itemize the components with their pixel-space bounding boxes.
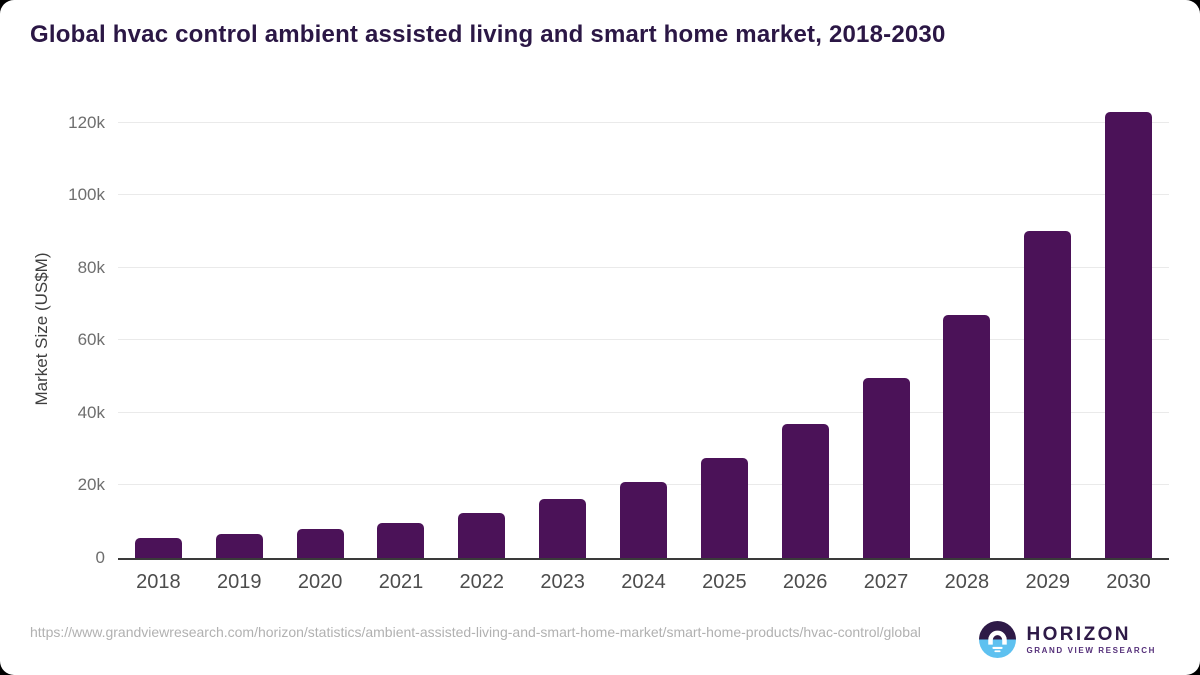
y-tick-label: 20k <box>77 475 105 495</box>
bar-2022[interactable] <box>458 513 506 558</box>
y-tick-label: 40k <box>77 402 105 422</box>
bar-2021[interactable] <box>377 523 425 558</box>
x-tick-label-2024: 2024 <box>621 571 666 593</box>
x-tick-label-2026: 2026 <box>782 571 828 593</box>
y-tick-label: 120k <box>68 112 105 132</box>
x-tick-label-2022: 2022 <box>459 571 505 593</box>
bar-2026[interactable] <box>781 423 829 558</box>
bar-2024[interactable] <box>619 481 667 558</box>
plot-area: 2018 2019 2020 2021 2022 2023 2024 2025 2026 2027… <box>68 100 1169 593</box>
gridline <box>118 266 1169 268</box>
x-tick-label-2020: 2020 <box>297 571 343 593</box>
gridline <box>118 121 1169 123</box>
horizon-sunrise-circle-icon <box>979 621 1017 658</box>
y-tick-label: 0 <box>95 548 105 567</box>
y-axis-title: Market Size (US$M) <box>32 252 51 406</box>
brand-text: HORIZON GRAND VIEW RESEARCH <box>1026 623 1156 655</box>
x-axis-labels: 2018 2019 2020 2021 2022 2023 2024 2025 2026 2027… <box>118 571 1169 594</box>
gridline <box>118 411 1169 413</box>
chart-title: Global hvac control ambient assisted liv… <box>30 21 946 48</box>
y-tick-label: 60k <box>77 330 105 350</box>
x-tick-label-2029: 2029 <box>1025 571 1070 593</box>
x-tick-label-2019: 2019 <box>217 571 262 593</box>
bar-2025[interactable] <box>700 458 748 558</box>
x-tick-label-2023: 2023 <box>540 571 585 593</box>
bar-2030[interactable] <box>1105 111 1153 558</box>
bars <box>118 100 1169 558</box>
bar-2023[interactable] <box>539 499 587 558</box>
bar-2027[interactable] <box>862 378 910 558</box>
x-tick-label-2027: 2027 <box>863 571 909 593</box>
brand-name: HORIZON <box>1026 623 1131 645</box>
x-tick-label-2030: 2030 <box>1106 571 1151 593</box>
brand-logo: HORIZON GRAND VIEW RESEARCH <box>979 621 1156 658</box>
brand-tagline: GRAND VIEW RESEARCH <box>1026 645 1156 655</box>
bar-2029[interactable] <box>1024 230 1072 558</box>
gridline <box>118 194 1169 196</box>
x-tick-label-2028: 2028 <box>944 571 990 593</box>
gridline <box>118 339 1169 341</box>
bar-2019[interactable] <box>215 534 263 558</box>
bar-2018[interactable] <box>134 538 182 558</box>
x-tick-label-2025: 2025 <box>702 571 747 593</box>
bar-2028[interactable] <box>943 315 991 558</box>
y-tick-label: 100k <box>68 185 105 205</box>
x-tick-label-2018: 2018 <box>136 571 181 593</box>
x-tick-label-2021: 2021 <box>378 571 424 593</box>
bar-2020[interactable] <box>296 529 344 558</box>
source-url: https://www.grandviewresearch.com/horizo… <box>30 624 921 640</box>
y-tick-label: 80k <box>77 257 105 277</box>
